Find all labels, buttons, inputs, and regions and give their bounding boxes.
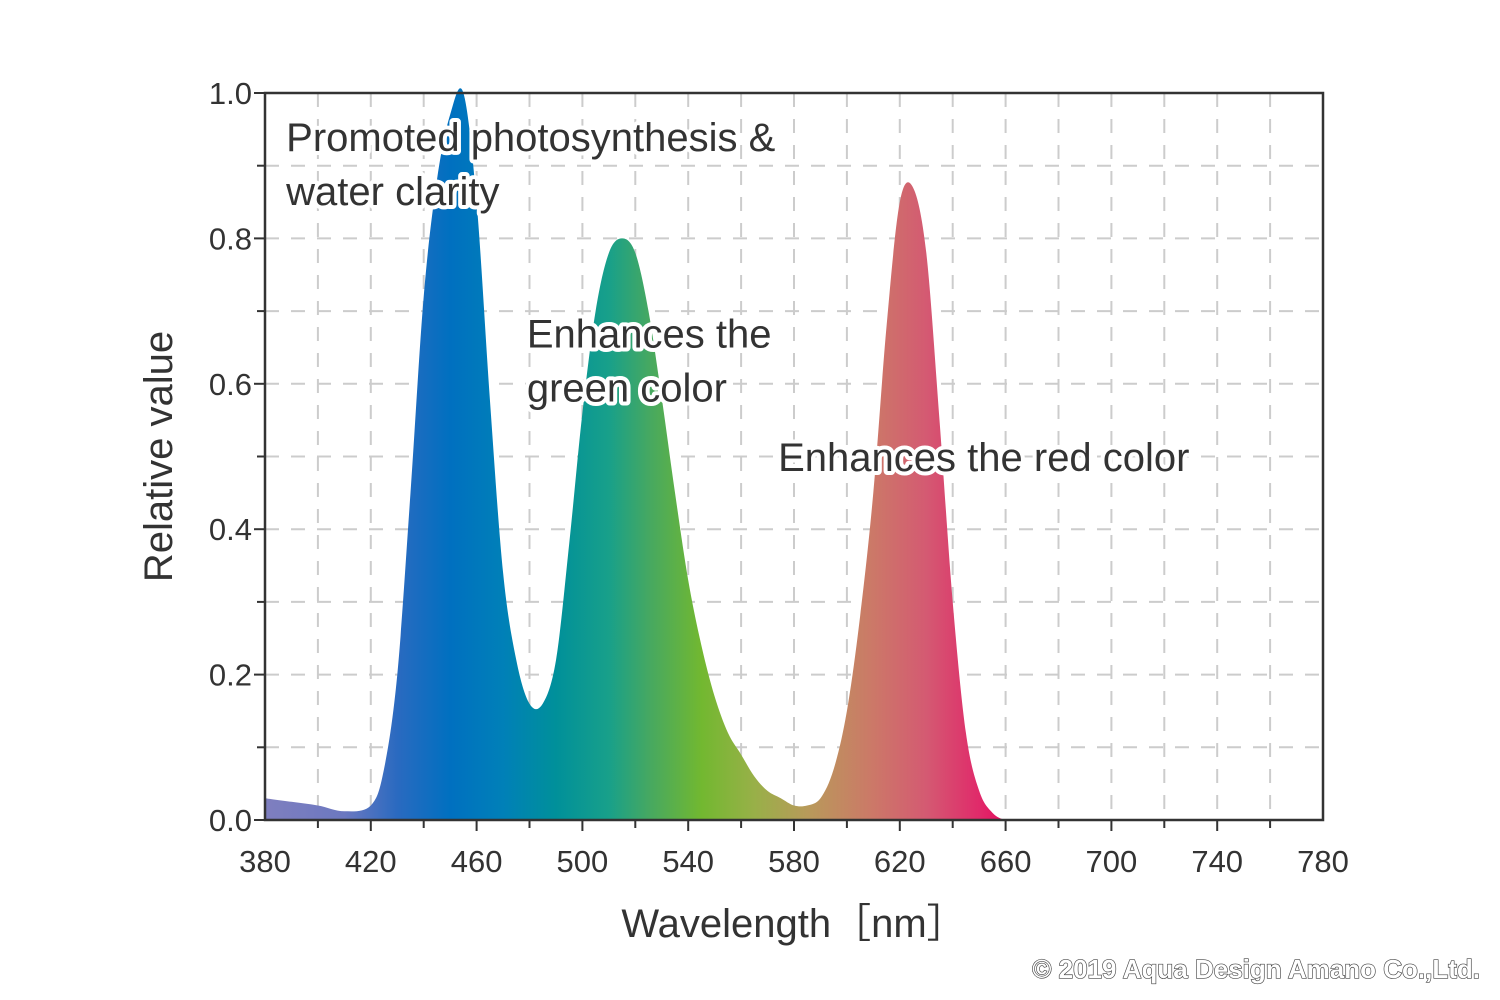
- x-tick-labels: 380 420 460 500 540 580 620 660 700 740 780: [239, 844, 1349, 879]
- y-tick-label: 0.4: [209, 512, 252, 547]
- x-tick-label: 700: [1086, 844, 1138, 879]
- axis-ticks: [254, 92, 1272, 831]
- y-tick-label: 0.6: [209, 367, 252, 402]
- x-axis-title: Wavelength［nm］: [621, 902, 966, 946]
- x-tick-label: 660: [980, 844, 1032, 879]
- y-tick-label: 0.0: [209, 803, 252, 838]
- annotation-line: water clarity: [285, 170, 499, 214]
- x-tick-label: 500: [557, 844, 609, 879]
- y-tick-label: 1.0: [209, 76, 252, 111]
- x-tick-label: 620: [874, 844, 926, 879]
- x-tick-label: 540: [662, 844, 714, 879]
- x-tick-label: 780: [1297, 844, 1349, 879]
- x-tick-label: 380: [239, 844, 291, 879]
- x-tick-label: 740: [1191, 844, 1243, 879]
- x-tick-label: 420: [345, 844, 397, 879]
- y-tick-label: 0.8: [209, 221, 252, 256]
- annotation-label: Promoted photosynthesis & water clarity: [285, 116, 775, 214]
- y-axis-title: Relative value: [137, 331, 181, 582]
- annotation-line: Enhances the: [527, 312, 772, 356]
- annotation-label: Enhances the green color: [527, 312, 772, 410]
- annotations: Promoted photosynthesis & water clarity En…: [281, 112, 1193, 484]
- annotation-line: green color: [527, 366, 727, 410]
- spectrum-area: [265, 88, 1019, 821]
- y-tick-label: 0.2: [209, 658, 252, 693]
- copyright-notice: © 2019 Aqua Design Amano Co.,Ltd.: [1032, 954, 1480, 984]
- annotation-line: Enhances the red color: [778, 436, 1189, 480]
- y-tick-labels: 0.0 0.2 0.4 0.6 0.8 1.0: [209, 76, 252, 838]
- annotation-line: Promoted photosynthesis &: [286, 116, 775, 160]
- x-tick-label: 580: [768, 844, 820, 879]
- annotation-label: Enhances the red color: [778, 436, 1189, 480]
- x-tick-label: 460: [451, 844, 503, 879]
